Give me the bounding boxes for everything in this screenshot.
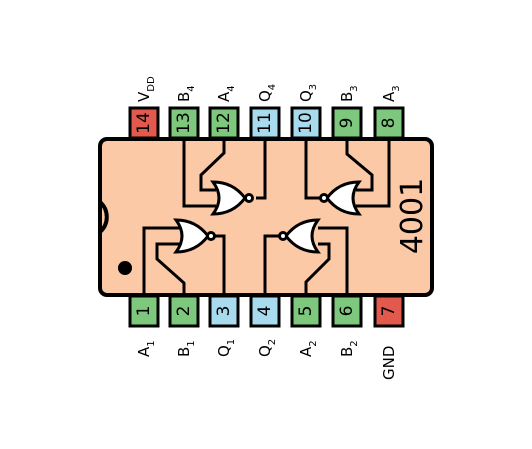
pin-11: 11 <box>249 106 281 140</box>
pin-14-label: VDD <box>135 76 157 102</box>
pin1-indicator-dot <box>118 261 132 275</box>
pin-7: 7 <box>373 294 405 328</box>
pin-1-pad <box>128 294 160 328</box>
wire-gate2-to-pin4 <box>263 234 280 296</box>
pin-6-number: 6 <box>337 306 357 317</box>
nor-gate-4-body <box>210 180 247 216</box>
wire-pin8-to-gate3 <box>356 138 391 208</box>
top-pin-row: 8 9 10 11 12 13 14 <box>128 106 405 140</box>
pin-14-number: 14 <box>134 112 154 134</box>
pin-12: 12 <box>208 106 240 140</box>
pin-13: 13 <box>168 106 200 140</box>
wire-pin9-to-gate3 <box>345 138 374 192</box>
chip-notch <box>98 200 109 234</box>
bottom-pin-row: 1 2 3 4 5 6 7 <box>128 294 405 328</box>
chip-part-number: 4001 <box>395 178 430 254</box>
wire-pin2-to-gate1 <box>155 242 186 296</box>
pin-5: 5 <box>290 294 322 328</box>
pin-9-label: B3 <box>338 85 360 102</box>
pin-13-pad <box>168 106 200 140</box>
bottom-pin-labels: A1 B1 Q1 Q2 A2 B2 GND <box>135 339 398 380</box>
pin-13-label: B4 <box>175 85 197 102</box>
wire-pin5-to-gate2 <box>304 242 331 296</box>
nor-gate-2-body <box>284 218 321 254</box>
nor-gate-3-body <box>325 180 362 216</box>
pin-5-number: 5 <box>296 306 316 317</box>
pin-3: 3 <box>208 294 240 328</box>
pin-8: 8 <box>373 106 405 140</box>
pin-4-label: Q2 <box>256 339 278 357</box>
nor-gate-2-bubble <box>278 231 288 241</box>
pin-3-label: Q1 <box>215 339 237 357</box>
nor-gate-1 <box>173 218 216 254</box>
pin-4-pad <box>249 294 281 328</box>
pin-1: 1 <box>128 294 160 328</box>
pin-11-pad <box>249 106 281 140</box>
top-pin-labels: A3 B3 Q3 Q4 A4 B4 VDD <box>135 76 402 102</box>
internal-wiring <box>142 138 391 296</box>
pin-7-number: 7 <box>379 306 399 317</box>
pin-11-number: 11 <box>255 112 275 134</box>
pin-9-number: 9 <box>337 118 357 129</box>
pin-2-number: 2 <box>174 306 194 317</box>
wire-pin6-to-gate2 <box>318 226 349 296</box>
pin-5-label: A2 <box>297 340 319 357</box>
wire-pin12-to-gate4 <box>199 138 226 192</box>
wire-gate4-to-pin11 <box>256 138 267 200</box>
nor-gate-4 <box>210 180 254 216</box>
pin-11-label: Q4 <box>256 84 278 102</box>
pin-6-label: B2 <box>338 340 360 357</box>
nor-gate-3 <box>319 180 362 216</box>
nor-gate-1-bubble <box>206 231 216 241</box>
wire-pin13-to-gate4 <box>182 138 216 208</box>
pin-4: 4 <box>249 294 281 328</box>
pin-7-label: GND <box>380 346 398 380</box>
wire-gate1-to-pin3 <box>214 234 226 296</box>
pin-14: 14 <box>128 106 160 140</box>
pin-13-number: 13 <box>174 112 194 134</box>
wire-pin1-to-gate1 <box>142 226 182 296</box>
nor-gate-3-bubble <box>319 193 329 203</box>
nor-gate-4-bubble <box>244 193 254 203</box>
nor-gates <box>173 180 362 254</box>
pin-6-pad <box>331 294 363 328</box>
pin-10: 10 <box>290 106 322 140</box>
pin-4-number: 4 <box>255 306 275 317</box>
pin-10-label: Q3 <box>297 84 319 102</box>
pin-8-number: 8 <box>379 118 399 129</box>
pin-12-number: 12 <box>214 112 234 134</box>
pin-10-number: 10 <box>296 112 316 134</box>
pin-9: 9 <box>331 106 363 140</box>
pin-3-number: 3 <box>214 306 234 317</box>
nor-gate-1-body <box>173 218 210 254</box>
pin-1-label: A1 <box>135 340 157 357</box>
wire-gate3-to-pin10 <box>304 138 321 200</box>
nor-gate-2 <box>278 218 321 254</box>
pin-6: 6 <box>331 294 363 328</box>
pin-2: 2 <box>168 294 200 328</box>
pin-2-label: B1 <box>175 340 197 357</box>
pin-1-number: 1 <box>134 306 154 317</box>
pin-12-label: A4 <box>215 85 237 102</box>
pin-2-pad <box>168 294 200 328</box>
pin-8-label: A3 <box>380 85 402 102</box>
